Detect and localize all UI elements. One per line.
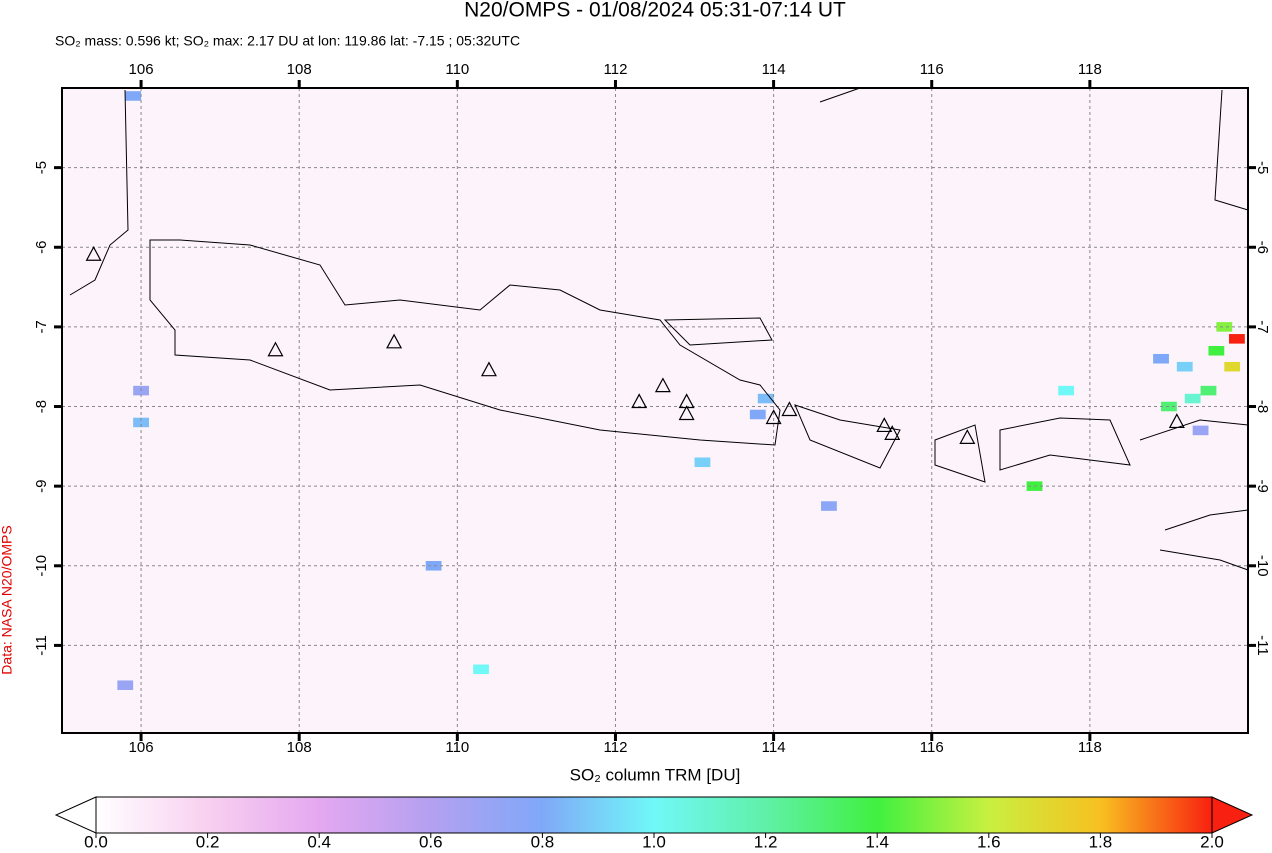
coastline [934, 424, 986, 483]
colorbar-tick-label: 1.0 [642, 832, 666, 851]
x-tick-label: 112 [604, 739, 628, 756]
coastlines [69, 87, 1249, 571]
x-tick-label: 116 [920, 739, 944, 756]
so2-pixel [425, 561, 442, 571]
colorbar-tick-label: 0.4 [307, 832, 331, 851]
colorbar-tick-label: 2.0 [1200, 832, 1224, 851]
colorbar-under [54, 796, 97, 834]
y-tick-label: -5 [33, 161, 50, 174]
y-tick-label: -7 [1254, 320, 1271, 333]
colorbar-tick-label: 0.2 [196, 832, 220, 851]
so2-pixel [133, 417, 149, 428]
volcano [386, 333, 403, 349]
subtitle: SO₂ mass: 0.596 kt; SO₂ max: 2.17 DU at … [55, 33, 520, 49]
colorbar-tick-label: 0.6 [419, 832, 443, 851]
so2-pixel [1192, 425, 1209, 436]
coastline [819, 87, 861, 103]
x-tick-label: 110 [445, 61, 469, 78]
x-tick-label: 110 [445, 739, 469, 756]
x-tick-label: 108 [287, 61, 312, 78]
coastline [663, 317, 773, 346]
so2-pixel [473, 664, 489, 675]
colorbar-tick-label: 1.8 [1089, 832, 1113, 851]
x-tick-label: 118 [1078, 61, 1102, 78]
y-tick-label: -9 [33, 479, 50, 492]
so2-pixel [117, 680, 134, 690]
volcano [959, 429, 976, 444]
y-tick-label: -11 [1254, 635, 1271, 656]
x-tick-label: 106 [129, 61, 154, 78]
x-tick-label: 114 [762, 739, 786, 756]
so2-pixel [757, 393, 774, 404]
y-tick-label: -10 [1254, 555, 1271, 577]
y-tick-label: -11 [33, 635, 50, 656]
y-tick-label: -10 [33, 555, 50, 577]
so2-pixel [1208, 346, 1225, 356]
credit: Data: NASA N20/OMPS [0, 525, 15, 674]
y-tick-label: -9 [1254, 479, 1271, 492]
x-tick-label: 116 [920, 61, 944, 78]
so2-pixel [821, 501, 837, 511]
so2-pixel [1058, 385, 1075, 396]
coastline [1159, 549, 1249, 571]
y-tick-label: -5 [1254, 161, 1271, 174]
coastline [149, 239, 781, 446]
coastline [1164, 509, 1249, 531]
so2-pixel [1176, 361, 1193, 372]
volcano [480, 361, 497, 377]
colorbar-tick-label: 1.4 [865, 832, 889, 851]
x-tick-label: 118 [1078, 739, 1102, 756]
coastline [69, 89, 129, 296]
y-tick-label: -6 [33, 241, 50, 254]
so2-pixel [694, 457, 711, 468]
volcano [765, 409, 782, 425]
so2-pixel [1224, 361, 1241, 372]
volcano [678, 405, 695, 421]
coastline [1139, 419, 1249, 441]
volcano [1168, 413, 1185, 429]
y-tick-label: -7 [33, 320, 50, 333]
volcano [876, 417, 893, 433]
colorbar-tick-label: 0.0 [84, 832, 108, 851]
coastline [794, 404, 901, 469]
so2-pixel [1184, 393, 1201, 404]
volcano [781, 401, 798, 417]
y-tick-label: -8 [33, 400, 50, 413]
so2-pixel [1200, 385, 1217, 396]
volcano [654, 377, 671, 393]
x-tick-label: 108 [287, 739, 312, 756]
colorbar-tick-label: 1.6 [977, 832, 1001, 851]
chart-title: N20/OMPS - 01/08/2024 05:31-07:14 UT [464, 0, 846, 22]
volcano [631, 393, 648, 409]
y-tick-label: -8 [1254, 400, 1271, 413]
colorbar-tick-label: 1.2 [754, 832, 778, 851]
x-tick-label: 106 [129, 739, 154, 756]
coastline [999, 417, 1131, 471]
volcano [267, 341, 284, 357]
so2-pixel [125, 91, 142, 101]
x-tick-label: 112 [604, 61, 628, 78]
y-tick-label: -6 [1254, 241, 1271, 254]
volcano [85, 245, 102, 261]
colorbar-over [1211, 796, 1254, 834]
colorbar-tick-label: 0.8 [531, 832, 555, 851]
map-background [62, 88, 1248, 733]
so2-pixel [1153, 353, 1169, 364]
so2-pixel [749, 409, 766, 420]
volcano [884, 425, 901, 440]
so2-pixel [1216, 322, 1233, 332]
coastline [1214, 89, 1249, 211]
colorbar-label: SO₂ column TRM [DU] [570, 765, 741, 784]
so2-pixel [1229, 334, 1245, 344]
map-layer [62, 88, 1248, 733]
x-tick-label: 114 [762, 61, 786, 78]
colorbar [95, 796, 1213, 834]
map-frame [61, 87, 1249, 734]
